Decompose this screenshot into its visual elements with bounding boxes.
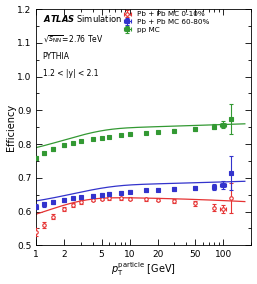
- Text: $\bfit{ATLAS}$ Simulation: $\bfit{ATLAS}$ Simulation: [43, 12, 122, 24]
- X-axis label: $p_\mathrm{T}^\mathrm{particle}$ [GeV]: $p_\mathrm{T}^\mathrm{particle}$ [GeV]: [111, 261, 176, 278]
- Y-axis label: Efficiency: Efficiency: [6, 104, 16, 151]
- Text: PYTHIA: PYTHIA: [43, 52, 70, 61]
- Legend: Pb + Pb MC 0-10%, Pb + Pb MC 60-80%, pp MC: Pb + Pb MC 0-10%, Pb + Pb MC 60-80%, pp …: [117, 8, 213, 36]
- Text: $\sqrt{s_\mathrm{NN}}$=2.76 TeV: $\sqrt{s_\mathrm{NN}}$=2.76 TeV: [43, 34, 103, 45]
- Text: 1.2 < |y| < 2.1: 1.2 < |y| < 2.1: [43, 69, 98, 78]
